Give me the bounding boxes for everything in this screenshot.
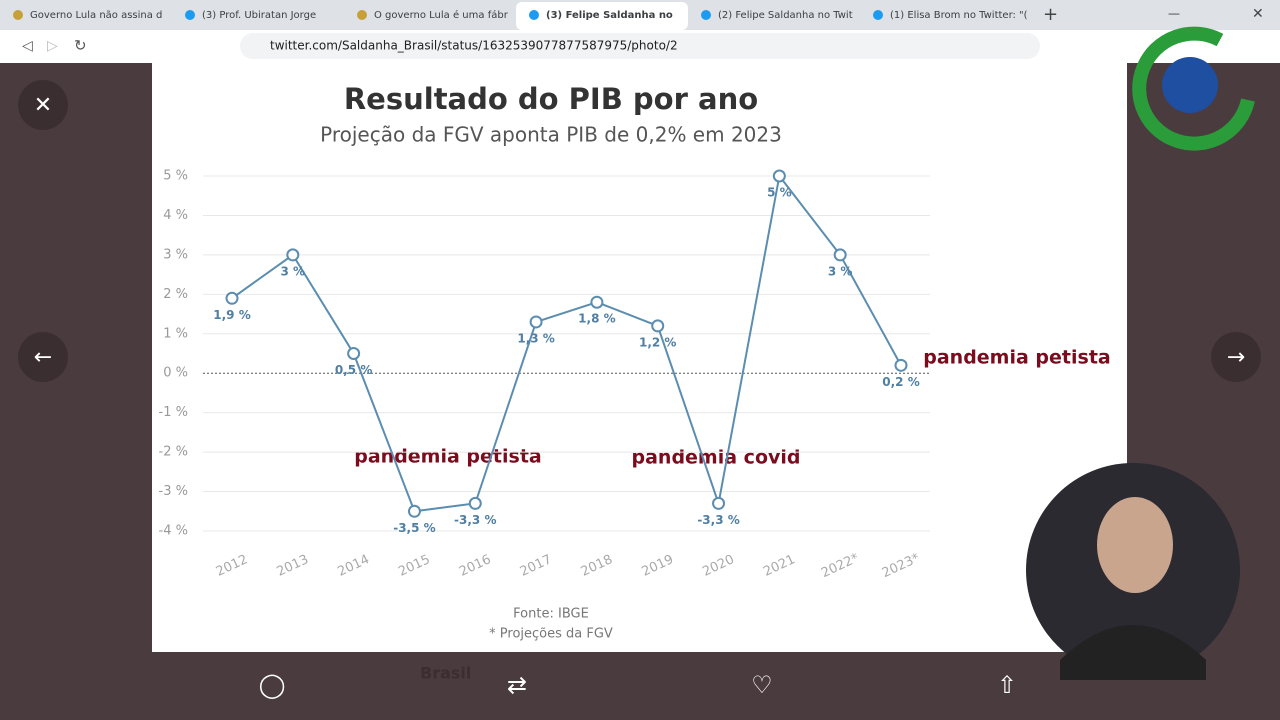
webcam-body (1060, 625, 1206, 680)
value-label: -3,3 % (697, 513, 739, 527)
tab-title[interactable]: (3) Prof. Ubiratan Jorge (202, 10, 316, 21)
tab-icon (873, 10, 883, 20)
address-bar[interactable] (240, 33, 1040, 59)
forward[interactable]: ▷ (47, 38, 58, 54)
y-tick-label: 4 % (163, 208, 188, 223)
logo (1132, 26, 1255, 151)
point (772, 169, 786, 183)
value-label: 1,2 % (639, 335, 676, 349)
y-tick-label: -3 % (159, 484, 188, 499)
y-tick-label: 0 % (163, 366, 188, 381)
tab-title[interactable]: Governo Lula não assina d (30, 10, 162, 21)
value-label: 3 % (281, 264, 306, 278)
annotation: pandemia covid (632, 447, 801, 469)
source: Fonte: IBGE (513, 607, 589, 622)
tab-icon (13, 10, 23, 20)
point (225, 291, 239, 305)
tab-icon (529, 10, 539, 20)
point (529, 315, 543, 329)
share-icon[interactable]: ⇧ (997, 671, 1017, 699)
point (833, 248, 847, 262)
y-tick-label: 5 % (163, 169, 188, 184)
tab-icon (185, 10, 195, 20)
y-tick-label: -2 % (159, 445, 188, 460)
point (894, 358, 908, 372)
url[interactable]: twitter.com/Saldanha_Brasil/status/16325… (270, 39, 678, 53)
point (347, 347, 361, 360)
retweet-icon[interactable]: ⇄ (507, 671, 527, 699)
chart-subtitle: Projeção da FGV aponta PIB de 0,2% em 20… (320, 123, 782, 147)
value-label: -3,5 % (393, 521, 435, 535)
point (468, 496, 482, 510)
chart-title: Resultado do PIB por ano (344, 82, 758, 116)
back[interactable]: ◁ (22, 38, 33, 54)
y-tick-label: -1 % (159, 405, 188, 420)
value-label: 5 % (767, 186, 792, 200)
y-tick-label: 1 % (163, 326, 188, 341)
annotation: pandemia petista (354, 446, 541, 468)
line (231, 173, 902, 513)
point (286, 248, 300, 262)
point (590, 295, 604, 309)
point (712, 496, 726, 510)
value-label: 1,3 % (517, 331, 554, 345)
tab-title[interactable]: (2) Felipe Saldanha no Twit (718, 10, 853, 21)
point (407, 504, 421, 518)
note: * Projeções da FGV (489, 627, 613, 642)
tab-title[interactable]: (1) Elisa Brom no Twitter: "( (890, 10, 1028, 21)
y-tick-label: 2 % (163, 287, 188, 302)
value-label: 0,2 % (882, 375, 919, 389)
value-label: 1,8 % (578, 312, 615, 326)
reload[interactable]: ↻ (74, 37, 87, 55)
webcam-face (1097, 497, 1173, 593)
tab-icon (701, 10, 711, 20)
minimize[interactable]: — (1168, 7, 1180, 21)
value-label: -3,3 % (454, 513, 496, 527)
value-label: 1,9 % (213, 308, 250, 322)
close-icon[interactable]: ✕ (34, 93, 52, 118)
like-icon[interactable]: ♡ (751, 671, 773, 699)
prev-icon[interactable]: ← (34, 345, 52, 370)
tab-title[interactable]: O governo Lula é uma fábr (374, 9, 509, 21)
logo-globe (1162, 57, 1218, 113)
close-window[interactable]: ✕ (1252, 6, 1264, 22)
close-button[interactable] (18, 80, 68, 130)
next-icon[interactable]: → (1227, 345, 1245, 370)
next-button[interactable] (1211, 332, 1261, 382)
active-tab[interactable] (516, 2, 688, 30)
new-tab[interactable]: + (1043, 4, 1058, 25)
annotation: pandemia petista (923, 347, 1110, 369)
point (651, 319, 665, 333)
reply-icon[interactable]: ◯ (259, 671, 286, 699)
tab-icon (357, 10, 367, 20)
value-label: 0,5 % (335, 363, 372, 377)
background-text: Brasil (420, 664, 471, 683)
y-tick-label: -4 % (159, 524, 188, 539)
tab-title[interactable]: (3) Felipe Saldanha no (546, 10, 673, 21)
value-label: 3 % (828, 264, 853, 278)
y-tick-label: 3 % (163, 247, 188, 262)
chart-image (152, 63, 1127, 652)
prev-button[interactable] (18, 332, 68, 382)
